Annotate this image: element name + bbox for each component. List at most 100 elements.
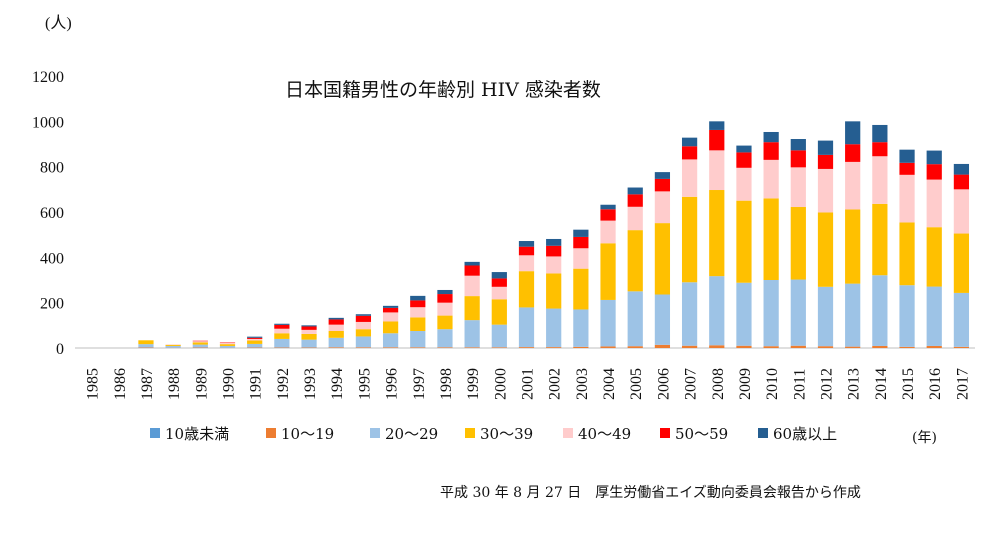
- bar-segment: [872, 345, 888, 348]
- x-tick-label: 1999: [465, 368, 482, 400]
- bar-segment: [736, 200, 752, 283]
- bar-segment: [491, 324, 507, 348]
- bar-segment: [845, 121, 861, 145]
- y-tick-label: 1200: [32, 69, 64, 86]
- bar-segment: [681, 159, 698, 197]
- bar-segment: [192, 344, 208, 348]
- bar-segment: [437, 347, 453, 348]
- bar-segment: [872, 124, 888, 143]
- bar-segment: [437, 329, 453, 348]
- bar-segment: [600, 204, 616, 210]
- x-tick-label: 2000: [492, 368, 509, 400]
- bar-segment: [817, 286, 834, 347]
- bar-segment: [845, 161, 861, 210]
- bar-segment: [410, 331, 426, 348]
- bar-segment: [763, 159, 779, 199]
- bar-segment: [247, 338, 263, 341]
- x-tick-label: 2016: [927, 368, 944, 400]
- bar-segment: [328, 331, 344, 338]
- bar-segment: [817, 140, 834, 155]
- bar-segment: [790, 167, 806, 208]
- bar-segment: [491, 278, 507, 287]
- x-tick-label: 2003: [574, 368, 591, 400]
- bar-segment: [899, 149, 915, 163]
- bar-segment: [301, 329, 317, 334]
- bar-segment: [165, 344, 181, 346]
- bar-segment: [600, 243, 616, 300]
- legend-label: 10～19: [281, 425, 334, 443]
- bar-segment: [654, 344, 671, 348]
- x-tick-label: 1992: [275, 368, 292, 400]
- x-tick-label: 1986: [112, 368, 129, 400]
- bar-segment: [790, 279, 806, 346]
- bar-segment: [382, 321, 399, 334]
- bar-segment: [681, 196, 698, 283]
- chart-title: 日本国籍男性の年齢別 HIV 感染者数: [285, 79, 601, 101]
- legend-swatch: [266, 428, 276, 438]
- x-tick-label: 1997: [411, 368, 428, 400]
- x-tick-label: 1993: [302, 368, 319, 400]
- legend-label: 20～29: [385, 425, 438, 443]
- bar-segment: [899, 222, 915, 286]
- bar-segment: [600, 209, 616, 221]
- bar-segment: [165, 345, 181, 348]
- bar-segment: [627, 291, 643, 347]
- bar-segment: [627, 194, 643, 207]
- bar-segment: [899, 346, 915, 348]
- bar-segment: [301, 325, 317, 327]
- bar-segment: [328, 337, 344, 348]
- x-tick-label: 1996: [384, 368, 401, 400]
- x-tick-label: 1995: [356, 368, 373, 400]
- bar-segment: [899, 285, 915, 347]
- x-tick-label: 1994: [329, 368, 346, 400]
- bar-segment: [464, 265, 480, 276]
- bar-segment: [518, 246, 535, 256]
- legend-label: 50～59: [675, 425, 728, 443]
- bar-segment: [518, 255, 535, 272]
- bar-segment: [382, 307, 399, 313]
- bar-segment: [247, 337, 263, 339]
- bar-segment: [328, 347, 344, 348]
- legend-label: 30～39: [480, 425, 533, 443]
- bar-segment: [845, 209, 861, 284]
- bar-segment: [491, 299, 507, 325]
- bar-segment: [437, 315, 453, 330]
- legend-swatch: [465, 428, 475, 438]
- legend-label: 60歳以上: [773, 425, 837, 443]
- bar-segment: [573, 309, 589, 347]
- x-tick-label: 1988: [166, 368, 183, 400]
- bar-segment: [817, 346, 834, 348]
- bar-segment: [899, 174, 915, 223]
- bar-segment: [953, 292, 970, 347]
- x-tick-label: 2013: [846, 368, 863, 400]
- bar-segment: [627, 346, 643, 348]
- x-tick-label: 2017: [954, 368, 971, 400]
- bar-segment: [926, 227, 942, 287]
- bar-segment: [546, 347, 562, 348]
- bar-segment: [355, 314, 372, 316]
- x-tick-label: 2010: [764, 368, 781, 400]
- bar-segment: [627, 206, 643, 231]
- bar-segment: [600, 299, 616, 347]
- legend-label: 40～49: [578, 425, 631, 443]
- bar-segment: [138, 340, 154, 345]
- legend-swatch: [150, 428, 160, 438]
- x-tick-label: 2002: [547, 368, 564, 400]
- bar-segment: [382, 347, 399, 348]
- bar-segment: [382, 333, 399, 348]
- bar-segment: [437, 302, 453, 316]
- bar-segment: [763, 198, 779, 280]
- bar-segment: [410, 300, 426, 308]
- bar-segment: [790, 345, 806, 348]
- bar-segment: [247, 343, 263, 348]
- bar-segment: [681, 146, 698, 160]
- bar-segment: [464, 296, 480, 321]
- bar-segment: [953, 163, 970, 175]
- bar-segment: [953, 346, 970, 348]
- bar-segment: [274, 324, 290, 329]
- legend-swatch: [758, 428, 768, 438]
- bar-segment: [790, 207, 806, 280]
- bar-segment: [355, 329, 372, 337]
- y-tick-label: 800: [40, 160, 64, 177]
- x-axis-ticks: 1985 1986 1987 1988 1989 1990 1991 1992 1993 1994…: [85, 368, 972, 400]
